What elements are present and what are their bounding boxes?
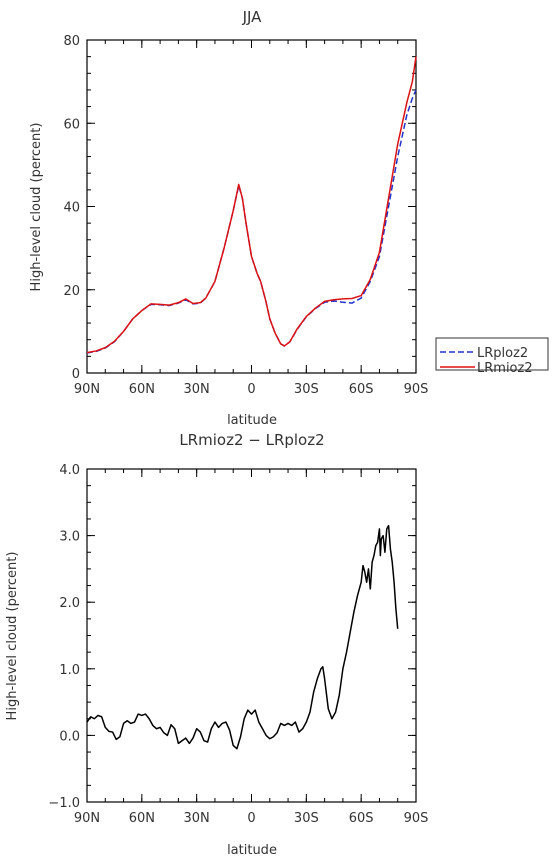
bottom-y-tick-label: 1.0 [59,663,80,678]
top-x-tick-label: 90S [404,382,429,397]
bottom-y-tick-label: −1.0 [48,796,80,811]
bottom-y-tick-label: 4.0 [59,463,80,478]
top-chart-title: JJA [242,8,263,26]
bottom-y-tick-label: 2.0 [59,596,80,611]
top-x-tick-label: 30N [184,382,210,397]
legend-label-lrmioz2: LRmioz2 [477,361,533,376]
top-x-tick-label: 60S [349,382,374,397]
top-y-tick-label: 60 [63,117,80,132]
bottom-x-tick-label: 30N [184,811,210,826]
bottom-y-tick-label: 3.0 [59,530,80,545]
top-x-tick-label: 90N [74,382,100,397]
legend-box [435,337,549,371]
bottom-x-tick-label: 90N [74,811,100,826]
top-x-tick-label: 0 [247,382,255,397]
legend: LRploz2 LRmioz2 [435,337,549,376]
bottom-y-tick-label: 0.0 [59,729,80,744]
top-x-tick-label: 60N [129,382,155,397]
bottom-chart-axes: 90N 60N 30N 0 30S 60S 90S −1.0 0.0 1.0 2.0 3.0 4.0 [48,463,428,826]
bottom-x-tick-label: 60N [129,811,155,826]
top-series-line-lrploz2 [86,89,417,354]
top-y-tick-label: 20 [63,284,80,299]
top-chart-ylabel: High-level cloud (percent) [29,123,44,292]
top-chart-series [86,56,417,354]
bottom-series-line-difference [86,524,399,750]
top-plot-frame [86,39,417,374]
bottom-chart-ylabel: High-level cloud (percent) [5,552,20,721]
bottom-plot-frame [86,468,417,803]
bottom-x-tick-label: 90S [404,811,429,826]
bottom-chart-panel: LRmioz2 − LRploz2 latitude High-level cl… [5,431,428,858]
bottom-chart-title: LRmioz2 − LRploz2 [179,431,324,449]
legend-label-lrploz2: LRploz2 [477,346,528,361]
bottom-chart-xlabel: latitude [227,843,277,858]
bottom-x-tick-label: 60S [349,811,374,826]
top-y-tick-label: 40 [63,201,80,216]
top-chart-axes: 90N 60N 30N 0 30S 60S 90S 0 20 40 60 80 [63,34,428,397]
top-series-line-lrmioz2 [86,56,417,354]
bottom-chart-series [86,524,399,750]
bottom-x-tick-label: 0 [247,811,255,826]
bottom-x-tick-label: 30S [294,811,319,826]
top-chart-xlabel: latitude [227,413,277,428]
top-y-tick-label: 0 [72,367,80,382]
top-y-tick-label: 80 [63,34,80,49]
top-x-tick-label: 30S [294,382,319,397]
top-chart-panel: JJA latitude High-level cloud (percent) … [29,8,428,428]
